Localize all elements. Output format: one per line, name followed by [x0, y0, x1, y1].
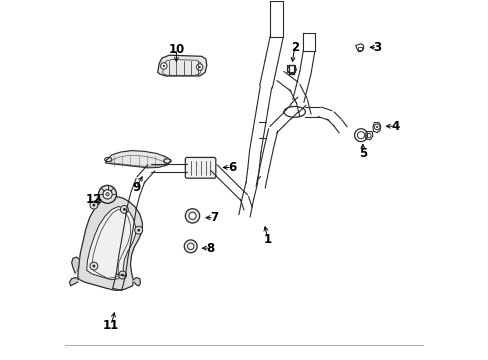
Polygon shape: [133, 278, 140, 286]
Circle shape: [119, 271, 126, 279]
Circle shape: [163, 65, 164, 67]
Text: 5: 5: [358, 147, 366, 159]
Circle shape: [375, 126, 378, 128]
Text: 9: 9: [132, 181, 140, 194]
Text: 7: 7: [209, 211, 218, 224]
Text: 8: 8: [206, 242, 214, 255]
Circle shape: [99, 185, 116, 203]
Circle shape: [122, 208, 125, 211]
Circle shape: [196, 64, 203, 70]
Circle shape: [92, 204, 95, 207]
Text: 2: 2: [290, 41, 298, 54]
FancyBboxPatch shape: [185, 157, 215, 178]
Polygon shape: [72, 257, 80, 273]
Circle shape: [92, 265, 95, 267]
Circle shape: [90, 201, 98, 209]
Circle shape: [185, 209, 199, 223]
Polygon shape: [69, 278, 79, 286]
Text: 4: 4: [390, 120, 398, 133]
Text: 12: 12: [85, 193, 102, 206]
Circle shape: [137, 229, 140, 231]
Circle shape: [184, 240, 197, 253]
Circle shape: [102, 190, 112, 199]
Text: 1: 1: [263, 233, 271, 246]
Text: 11: 11: [103, 319, 119, 332]
Polygon shape: [86, 207, 135, 280]
Circle shape: [160, 63, 167, 69]
Text: 6: 6: [227, 161, 236, 174]
Circle shape: [120, 206, 128, 213]
Circle shape: [121, 274, 124, 276]
Circle shape: [90, 262, 98, 270]
Text: 10: 10: [168, 42, 184, 55]
Polygon shape: [78, 196, 142, 291]
Polygon shape: [158, 55, 206, 76]
Text: 3: 3: [372, 41, 381, 54]
Circle shape: [198, 66, 201, 68]
Polygon shape: [105, 150, 171, 168]
Circle shape: [105, 193, 109, 196]
Circle shape: [187, 243, 194, 249]
Circle shape: [135, 226, 142, 234]
Circle shape: [188, 212, 196, 220]
